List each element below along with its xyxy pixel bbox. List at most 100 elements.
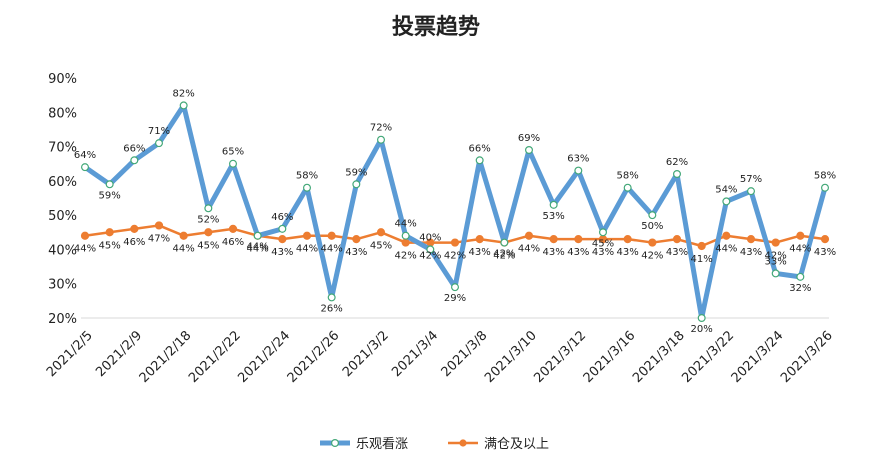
data-label-bullish: 42% [493,249,515,260]
point-full-position [130,224,139,233]
data-label-full-position: 42% [395,251,417,262]
data-label-bullish: 72% [370,123,392,134]
x-tick-label: 2021/3/22 [679,328,737,386]
data-label-full-position: 43% [469,247,491,258]
data-label-full-position: 43% [666,247,688,258]
point-full-position [746,235,756,244]
point-bullish [155,139,164,148]
data-label-bullish: 82% [173,88,195,99]
x-tick-label: 2021/2/9 [93,328,145,380]
point-bullish [278,224,287,233]
point-bullish [623,183,632,192]
legend-swatch-marker [331,439,340,448]
data-label-full-position: 42% [493,251,515,262]
data-label-bullish: 63% [567,154,589,165]
point-bullish [204,204,213,213]
point-full-position [648,238,657,247]
x-tick-label: 2021/3/24 [729,328,787,386]
point-bullish [179,101,188,110]
legend-swatch-marker [459,439,467,447]
data-label-full-position: 43% [543,247,565,258]
data-label-bullish: 50% [641,221,663,232]
point-full-position [105,228,114,237]
point-bullish [253,231,262,240]
data-label-bullish: 32% [789,283,811,294]
data-label-full-position: 41% [691,254,713,265]
data-label-bullish: 33% [765,256,787,267]
data-label-bullish: 57% [740,174,762,185]
data-label-full-position: 43% [345,247,367,258]
data-label-bullish: 66% [469,143,491,154]
point-full-position [228,224,238,233]
point-full-position [450,238,460,247]
x-tick-label: 2021/2/5 [44,328,96,380]
data-label-full-position: 43% [592,247,614,258]
y-tick-label: 40% [48,243,77,258]
data-label-bullish: 59% [99,190,121,201]
point-bullish [303,183,312,192]
x-tick-label: 2021/2/26 [285,328,343,386]
data-label-bullish: 44% [247,242,269,253]
data-label-full-position: 44% [296,244,318,255]
data-label-bullish: 58% [814,171,836,182]
point-bullish [475,156,484,165]
y-tick-label: 90% [48,72,77,87]
point-bullish [746,187,755,196]
point-full-position [524,231,534,240]
data-label-bullish: 29% [444,293,466,304]
data-label-full-position: 43% [617,247,639,258]
point-full-position [401,238,410,247]
data-label-bullish: 71% [148,126,170,137]
data-label-full-position: 43% [567,247,589,258]
point-bullish [426,245,435,254]
data-label-full-position: 44% [518,244,540,255]
data-label-bullish: 54% [715,184,737,195]
y-tick-label: 70% [48,141,77,156]
point-bullish [796,272,805,281]
point-bullish [229,159,238,168]
y-tick-label: 20% [48,312,77,327]
point-bullish [648,211,657,220]
data-label-bullish: 62% [666,157,688,168]
y-tick-label: 50% [48,209,77,224]
x-tick-label: 2021/2/22 [186,328,244,386]
point-full-position [820,235,830,244]
legend: 乐观看涨 满仓及以上 [320,436,549,452]
data-label-full-position: 42% [419,251,441,262]
point-full-position [672,235,682,244]
data-label-full-position: 45% [370,240,392,251]
x-tick-label: 2021/3/16 [581,328,639,386]
data-label-full-position: 46% [222,237,244,248]
x-tick-label: 2021/3/4 [389,328,441,380]
data-label-bullish: 65% [222,147,244,158]
point-full-position [179,231,188,240]
data-label-full-position: 43% [271,247,293,258]
data-label-full-position: 44% [173,244,195,255]
data-label-bullish: 44% [395,219,417,230]
point-bullish [130,156,139,165]
point-bullish [771,269,780,278]
data-label-bullish: 40% [419,232,441,243]
series-layer [80,101,830,323]
point-full-position [204,228,213,237]
data-label-bullish: 20% [691,324,713,335]
point-full-position [771,238,780,247]
x-tick-label: 2021/2/24 [235,328,293,386]
point-bullish [352,180,361,189]
point-full-position [697,241,706,251]
data-label-bullish: 52% [197,214,219,225]
legend-label: 乐观看涨 [356,436,408,452]
point-bullish [500,238,509,247]
point-bullish [105,180,114,189]
point-bullish [820,183,829,192]
data-label-bullish: 58% [617,171,639,182]
data-label-full-position: 44% [789,244,811,255]
data-label-bullish: 58% [296,171,318,182]
point-bullish [451,283,460,292]
y-axis: 20% 30% 40% 50% 60% 70% 80% 90% [48,72,77,327]
x-tick-label: 2021/3/8 [439,328,491,380]
y-tick-label: 30% [48,278,77,293]
data-label-bullish: 69% [518,133,540,144]
data-label-bullish: 45% [592,238,614,249]
